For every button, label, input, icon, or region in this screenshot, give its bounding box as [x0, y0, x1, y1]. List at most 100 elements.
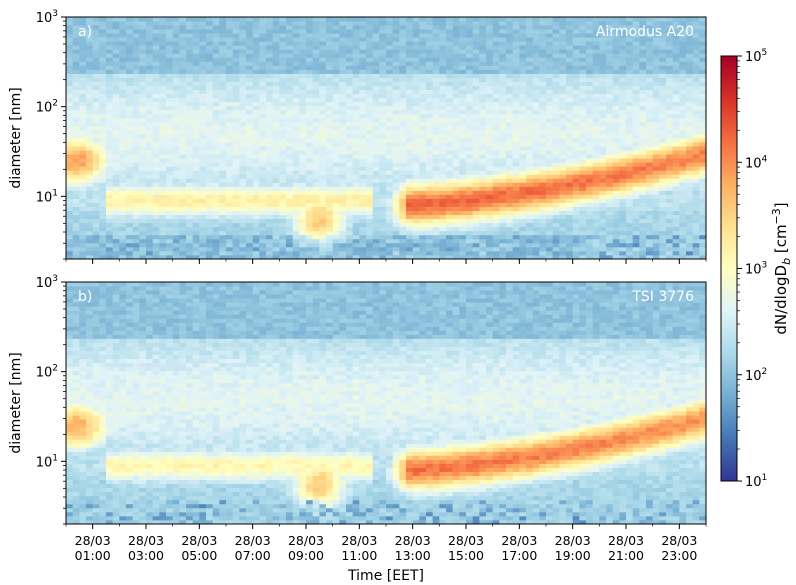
heatmap-cell: [412, 125, 420, 131]
heatmap-cell: [239, 254, 247, 260]
heatmap-cell: [366, 113, 374, 119]
heatmap-cell: [152, 53, 160, 58]
heatmap-cell: [199, 202, 207, 207]
heatmap-cell: [312, 81, 320, 86]
heatmap-cell: [319, 53, 327, 58]
heatmap-cell: [546, 138, 554, 143]
heatmap-cell: [692, 158, 700, 163]
heatmap-cell: [292, 162, 300, 167]
heatmap-cell: [606, 158, 614, 163]
heatmap-cell: [366, 154, 374, 159]
heatmap-cell: [646, 210, 654, 216]
heatmap-cell: [299, 133, 307, 139]
heatmap-cell: [272, 142, 280, 147]
heatmap-cell: [539, 194, 547, 199]
heatmap-cell: [432, 242, 440, 248]
heatmap-cell: [499, 49, 507, 54]
heatmap-cell: [312, 166, 320, 171]
heatmap-cell: [106, 101, 114, 107]
heatmap-cell: [132, 57, 140, 62]
heatmap-cell: [326, 190, 334, 195]
heatmap-cell: [506, 109, 514, 115]
heatmap-cell: [659, 226, 667, 232]
heatmap-cell: [192, 121, 200, 127]
heatmap-cell: [359, 166, 367, 171]
heatmap-cell: [679, 101, 687, 107]
heatmap-cell: [86, 178, 94, 183]
heatmap-cell: [646, 186, 654, 191]
heatmap-cell: [466, 65, 474, 70]
heatmap-cell: [86, 162, 94, 167]
heatmap-cell: [612, 194, 620, 199]
heatmap-cell: [659, 238, 667, 244]
heatmap-cell: [392, 154, 400, 159]
heatmap-cell: [352, 138, 360, 143]
heatmap-cell: [586, 53, 594, 58]
heatmap-cell: [552, 234, 560, 240]
heatmap-cell: [166, 113, 174, 119]
heatmap-cell: [572, 142, 580, 147]
heatmap-cell: [172, 142, 180, 147]
heatmap-cell: [246, 154, 254, 159]
heatmap-cell: [412, 198, 420, 203]
heatmap-cell: [192, 234, 200, 240]
heatmap-cell: [79, 170, 87, 175]
heatmap-cell: [79, 174, 87, 179]
heatmap-cell: [126, 133, 134, 139]
heatmap-cell: [539, 182, 547, 187]
heatmap-cell: [239, 222, 247, 228]
heatmap-cell: [166, 222, 174, 228]
heatmap-cell: [579, 142, 587, 147]
heatmap-cell: [386, 174, 394, 179]
heatmap-cell: [106, 178, 114, 183]
heatmap-cell: [632, 89, 640, 95]
heatmap-cell: [66, 121, 74, 127]
heatmap-cell: [386, 49, 394, 54]
heatmap-cell: [346, 162, 354, 167]
heatmap-cell: [206, 170, 214, 175]
heatmap-cell: [472, 226, 480, 232]
heatmap-cell: [239, 162, 247, 167]
heatmap-cell: [266, 158, 274, 163]
heatmap-cell: [506, 214, 514, 220]
heatmap-cell: [219, 222, 227, 228]
heatmap-cell: [79, 230, 87, 236]
heatmap-cell: [686, 202, 694, 207]
heatmap-cell: [112, 113, 120, 119]
heatmap-cell: [632, 61, 640, 66]
heatmap-cell: [632, 218, 640, 224]
heatmap-cell: [626, 234, 634, 240]
heatmap-cell: [332, 210, 340, 216]
heatmap-cell: [126, 202, 134, 207]
heatmap-cell: [499, 81, 507, 86]
heatmap-cell: [572, 85, 580, 90]
heatmap-cell: [346, 125, 354, 131]
heatmap-cell: [499, 138, 507, 143]
heatmap-cell: [119, 117, 127, 123]
heatmap-cell: [512, 101, 520, 107]
heatmap-cell: [192, 186, 200, 191]
heatmap-cell: [172, 198, 180, 203]
heatmap-cell: [419, 174, 427, 179]
heatmap-cell: [419, 73, 427, 78]
heatmap-cell: [159, 138, 167, 143]
heatmap-cell: [72, 230, 80, 236]
heatmap-cell: [626, 174, 634, 179]
heatmap-cell: [212, 222, 220, 228]
heatmap-cell: [572, 198, 580, 203]
heatmap-cell: [66, 125, 74, 131]
heatmap-cell: [139, 57, 147, 62]
heatmap-cell: [352, 202, 360, 207]
heatmap-cell: [79, 242, 87, 248]
heatmap-cell: [86, 57, 94, 62]
heatmap-cell: [599, 162, 607, 167]
heatmap-cell: [532, 133, 540, 139]
heatmap-cell: [506, 49, 514, 54]
heatmap-cell: [379, 121, 387, 127]
heatmap-cell: [559, 77, 567, 82]
heatmap-cell: [499, 125, 507, 131]
heatmap-cell: [112, 210, 120, 216]
heatmap-cell: [232, 190, 240, 195]
heatmap-cell: [506, 73, 514, 78]
heatmap-cell: [632, 210, 640, 216]
